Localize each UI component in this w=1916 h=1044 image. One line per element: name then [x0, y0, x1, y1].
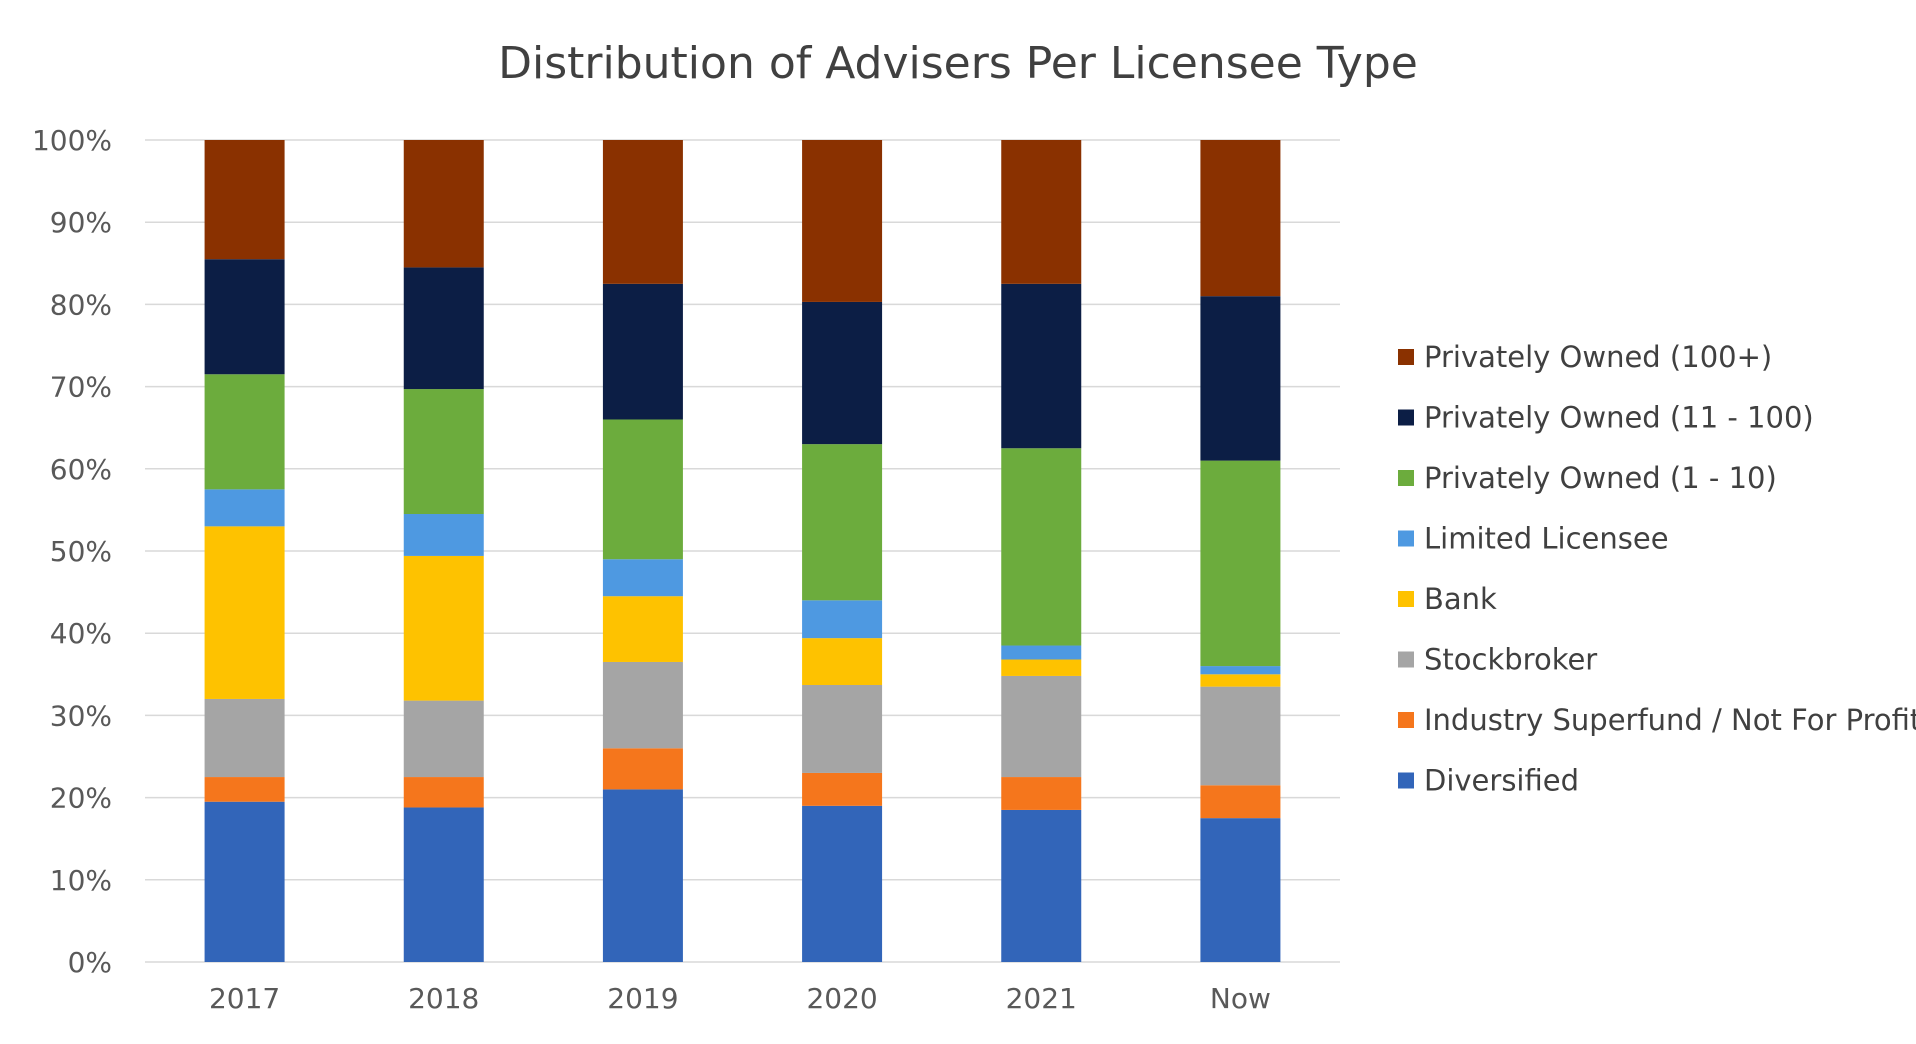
bar-segment [602, 596, 683, 662]
legend-swatch [1398, 470, 1414, 486]
legend-swatch [1398, 530, 1414, 547]
bar-segment [802, 772, 883, 806]
bar-segment [1200, 296, 1281, 461]
bar-segment [602, 140, 683, 284]
bar-segment [1200, 686, 1281, 786]
legend-label: Privately Owned (1 - 10) [1424, 461, 1777, 495]
x-tick-label: Now [1210, 982, 1271, 1015]
x-tick-label: 2017 [209, 982, 280, 1015]
y-tick-label: 100% [32, 124, 112, 157]
bar-segment [1001, 809, 1082, 962]
bar-segment [1200, 818, 1281, 962]
bar-segment [1200, 140, 1281, 297]
legend-swatch [1398, 772, 1414, 789]
legend-swatch [1398, 591, 1414, 607]
bar-segment [1001, 659, 1082, 676]
bar-segment [403, 140, 484, 268]
bar-segment [204, 374, 285, 490]
y-tick-label: 0% [68, 946, 112, 979]
legend-swatch [1398, 349, 1414, 365]
legend-label: Privately Owned (100+) [1424, 340, 1772, 374]
legend-swatch [1398, 712, 1414, 728]
legend-label: Industry Superfund / Not For Profit [1424, 703, 1916, 737]
y-tick-label: 60% [50, 453, 112, 486]
bar-segment [802, 301, 883, 445]
bar-segment [802, 684, 883, 773]
bar-segment [403, 267, 484, 390]
bar-segment [802, 805, 883, 962]
chart-title: Distribution of Advisers Per Licensee Ty… [498, 38, 1418, 89]
bar-segment [1001, 777, 1082, 810]
bar-segment [802, 638, 883, 685]
y-tick-label: 70% [50, 371, 112, 404]
bar-segment [204, 259, 285, 375]
bar-segment [602, 789, 683, 962]
bar-segment [802, 140, 883, 302]
bar-segment [1001, 645, 1082, 660]
bar-segment [403, 514, 484, 556]
bar-segment [204, 801, 285, 962]
bar-segment [602, 419, 683, 560]
bar-segment [403, 700, 484, 778]
bar-segment [602, 283, 683, 420]
legend-label: Privately Owned (11 - 100) [1424, 401, 1814, 435]
bar-segment [1200, 460, 1281, 667]
y-tick-label: 10% [50, 864, 112, 897]
bar-segment [204, 140, 285, 260]
y-tick-label: 30% [50, 699, 112, 732]
bar-segment [602, 748, 683, 790]
x-tick-label: 2021 [1006, 982, 1077, 1015]
bar-segment [403, 777, 484, 808]
bar-segment [204, 777, 285, 802]
bar-segment [1200, 785, 1281, 819]
y-tick-label: 40% [50, 617, 112, 650]
bar-segment [802, 600, 883, 639]
legend-label: Stockbroker [1424, 643, 1597, 677]
bar-segment [1200, 666, 1281, 675]
bar-segment [204, 526, 285, 699]
bar-segment [204, 489, 285, 527]
legend-label: Bank [1424, 582, 1497, 616]
legend-swatch [1398, 651, 1414, 668]
y-tick-label: 50% [50, 535, 112, 568]
bar-segment [403, 807, 484, 962]
bar-segment [1001, 283, 1082, 449]
y-tick-label: 90% [50, 206, 112, 239]
x-tick-label: 2018 [408, 982, 479, 1015]
bar-segment [1001, 140, 1082, 284]
y-tick-label: 20% [50, 782, 112, 815]
legend-label: Diversified [1424, 764, 1579, 798]
bar-segment [403, 389, 484, 515]
x-tick-label: 2020 [806, 982, 877, 1015]
bar-segment [602, 559, 683, 597]
bar-segment [204, 698, 285, 778]
x-tick-label: 2019 [607, 982, 678, 1015]
legend-swatch [1398, 409, 1414, 426]
bar-segment [802, 444, 883, 601]
y-tick-label: 80% [50, 288, 112, 321]
bar-segment [1200, 674, 1281, 687]
bar-segment [602, 661, 683, 749]
legend-label: Limited Licensee [1424, 522, 1669, 556]
bar-segment [403, 555, 484, 701]
bar-segment [1001, 675, 1082, 778]
bar-segment [1001, 448, 1082, 646]
